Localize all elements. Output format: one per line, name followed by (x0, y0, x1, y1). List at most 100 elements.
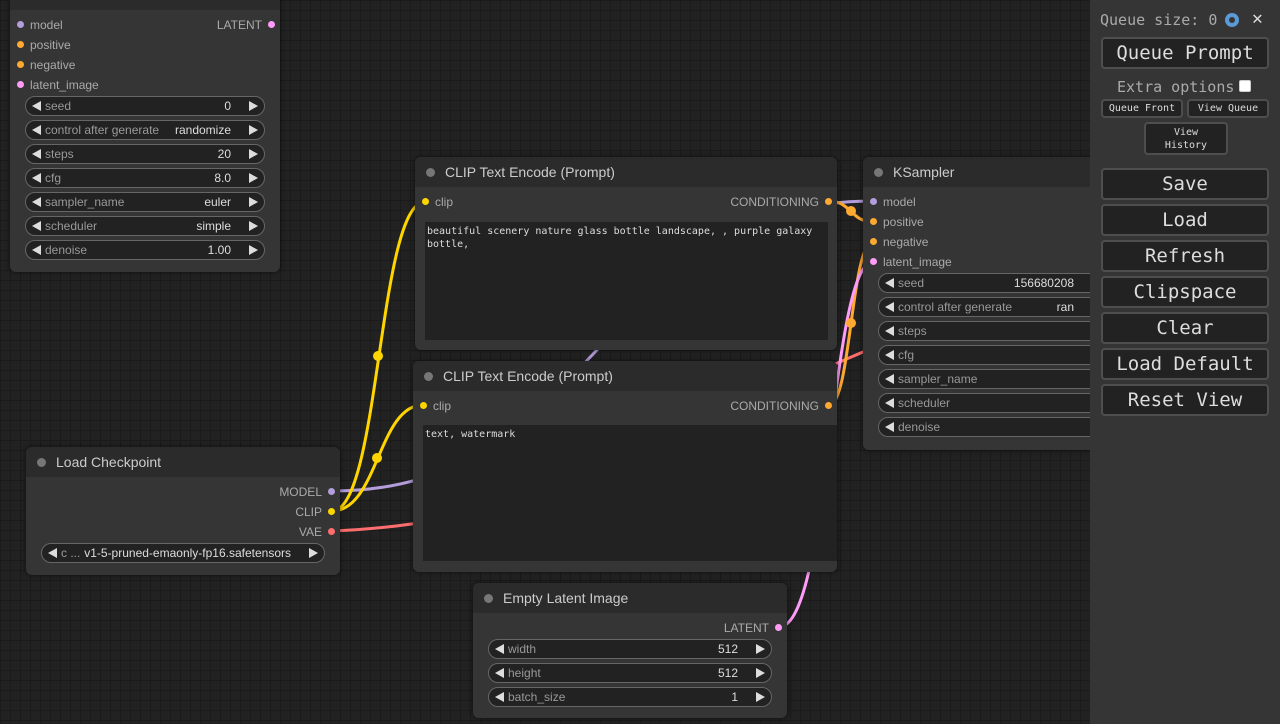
decrement-arrow[interactable] (32, 101, 41, 111)
decrement-arrow[interactable] (32, 197, 41, 207)
prompt-textarea[interactable]: beautiful scenery nature glass bottle la… (425, 222, 828, 340)
decrement-arrow[interactable] (885, 302, 894, 312)
increment-arrow[interactable] (309, 548, 318, 558)
increment-arrow[interactable] (756, 668, 765, 678)
decrement-arrow[interactable] (495, 668, 504, 678)
input-slot[interactable] (870, 198, 877, 205)
widget-value: simple (196, 219, 231, 233)
output-slot[interactable] (775, 624, 782, 631)
widget[interactable]: batch_size 1 (488, 687, 772, 707)
decrement-arrow[interactable] (885, 278, 894, 288)
output-slot[interactable] (825, 198, 832, 205)
decrement-arrow[interactable] (32, 245, 41, 255)
menu-button[interactable]: Load (1101, 204, 1269, 236)
decrement-arrow[interactable] (32, 173, 41, 183)
widget-name: width (508, 642, 537, 656)
increment-arrow[interactable] (249, 245, 258, 255)
decrement-arrow[interactable] (885, 422, 894, 432)
decrement-arrow[interactable] (48, 548, 57, 558)
prompt-textarea[interactable]: text, watermark (423, 425, 837, 561)
decrement-arrow[interactable] (495, 644, 504, 654)
widget[interactable]: width 512 (488, 639, 772, 659)
output-slot[interactable] (328, 528, 335, 535)
increment-arrow[interactable] (756, 644, 765, 654)
widget[interactable]: scheduler simple (25, 216, 265, 236)
menu-button[interactable]: Clear (1101, 312, 1269, 344)
widget[interactable]: cfg 8.0 (25, 168, 265, 188)
increment-arrow[interactable] (756, 692, 765, 702)
widget[interactable]: control after generate randomize (25, 120, 265, 140)
close-button[interactable]: ✕ (1252, 8, 1263, 29)
menu-button[interactable]: Clipspace (1101, 276, 1269, 308)
input-slot[interactable] (17, 41, 24, 48)
input-slot[interactable] (870, 218, 877, 225)
widget[interactable]: cfg (878, 345, 1108, 365)
input-slot[interactable] (422, 198, 429, 205)
node[interactable]: CLIP Text Encode (Prompt) clip CONDITIONIN… (415, 157, 837, 350)
node[interactable]: KSampler model positive negative latent_imag… (863, 157, 1123, 450)
input-label: model (883, 195, 916, 209)
decrement-arrow[interactable] (32, 149, 41, 159)
collapse-dot[interactable] (874, 168, 883, 177)
view-history-button[interactable]: View History (1144, 122, 1228, 155)
output-slot[interactable] (328, 508, 335, 515)
input-slot[interactable] (17, 61, 24, 68)
widget[interactable]: height 512 (488, 663, 772, 683)
increment-arrow[interactable] (249, 197, 258, 207)
input-slot[interactable] (420, 402, 427, 409)
collapse-dot[interactable] (37, 458, 46, 467)
node[interactable]: Empty Latent Image LATENT width 512 height 51… (473, 583, 787, 718)
decrement-arrow[interactable] (32, 221, 41, 231)
widget-value: 1.00 (207, 243, 231, 257)
increment-arrow[interactable] (249, 173, 258, 183)
decrement-arrow[interactable] (32, 125, 41, 135)
widget[interactable]: c ... v1-5-pruned-emaonly-fp16.safetensor… (41, 543, 325, 563)
widget[interactable]: denoise 1.00 (25, 240, 265, 260)
widget[interactable]: sampler_name (878, 369, 1108, 389)
node[interactable]: Load Checkpoint MODEL CLIP VAE c ... v1-5-pru… (26, 447, 340, 575)
decrement-arrow[interactable] (885, 398, 894, 408)
node[interactable]: CLIP Text Encode (Prompt) clip CONDITIONIN… (413, 361, 837, 572)
decrement-arrow[interactable] (885, 374, 894, 384)
widget[interactable]: seed 0 (25, 96, 265, 116)
increment-arrow[interactable] (249, 221, 258, 231)
menu-button[interactable]: Refresh (1101, 240, 1269, 272)
collapse-dot[interactable] (426, 168, 435, 177)
decrement-arrow[interactable] (495, 692, 504, 702)
extra-options-checkbox[interactable] (1239, 80, 1251, 92)
decrement-arrow[interactable] (885, 326, 894, 336)
input-slot[interactable] (870, 258, 877, 265)
widget[interactable]: scheduler (878, 393, 1108, 413)
widget[interactable]: steps (878, 321, 1108, 341)
output-slot[interactable] (825, 402, 832, 409)
input-slot[interactable] (17, 21, 24, 28)
view-queue-button[interactable]: View Queue (1187, 99, 1269, 118)
collapse-dot[interactable] (424, 372, 433, 381)
widget[interactable]: denoise (878, 417, 1108, 437)
decrement-arrow[interactable] (885, 350, 894, 360)
widget-name: batch_size (508, 690, 566, 704)
menu-button[interactable]: Save (1101, 168, 1269, 200)
increment-arrow[interactable] (249, 149, 258, 159)
menu-button[interactable]: Reset View (1101, 384, 1269, 416)
node[interactable]: model positive negative latent_image LATENT s… (10, 0, 280, 272)
settings-icon[interactable] (1222, 10, 1242, 30)
widget-value: v1-5-pruned-emaonly-fp16.safetensors (84, 546, 291, 560)
input-slot[interactable] (870, 238, 877, 245)
widget[interactable]: seed 156680208 (878, 273, 1108, 293)
collapse-dot[interactable] (484, 594, 493, 603)
input-label: latent_image (883, 255, 952, 269)
queue-prompt-button[interactable]: Queue Prompt (1101, 37, 1269, 69)
input-slot[interactable] (17, 81, 24, 88)
widget[interactable]: control after generate ran (878, 297, 1108, 317)
output-label: MODEL (279, 485, 322, 499)
increment-arrow[interactable] (249, 101, 258, 111)
output-slot[interactable] (328, 488, 335, 495)
widget[interactable]: sampler_name euler (25, 192, 265, 212)
output-slot[interactable] (268, 21, 275, 28)
widget[interactable]: steps 20 (25, 144, 265, 164)
increment-arrow[interactable] (249, 125, 258, 135)
menu-button[interactable]: Load Default (1101, 348, 1269, 380)
queue-front-button[interactable]: Queue Front (1101, 99, 1183, 118)
